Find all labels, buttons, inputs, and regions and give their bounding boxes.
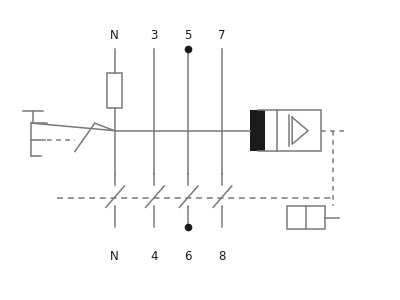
Text: N: N xyxy=(110,28,119,41)
Text: 6: 6 xyxy=(184,250,192,262)
Text: 7: 7 xyxy=(218,28,226,41)
Text: 5: 5 xyxy=(184,28,192,41)
Text: 3: 3 xyxy=(151,28,158,41)
Text: N: N xyxy=(110,250,119,262)
Text: 4: 4 xyxy=(150,250,158,262)
Bar xyxy=(278,110,321,152)
Bar xyxy=(107,73,122,108)
Bar xyxy=(287,206,325,229)
Bar xyxy=(250,110,265,152)
Text: 8: 8 xyxy=(218,250,226,262)
